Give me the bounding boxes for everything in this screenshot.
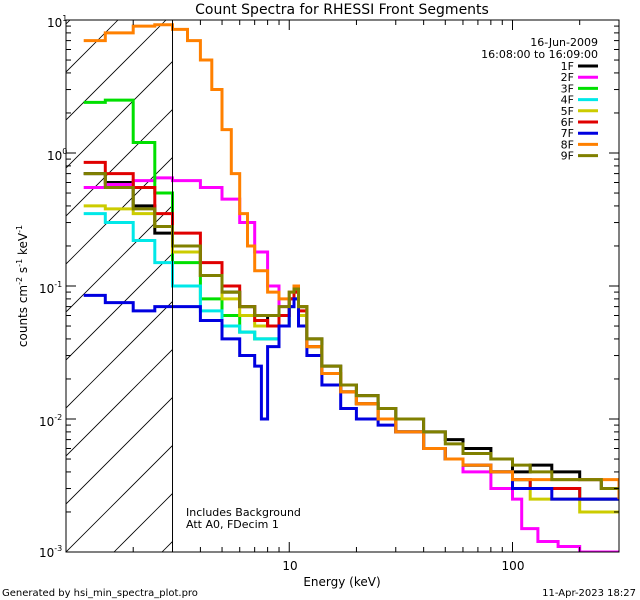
legend-label-4F: 4F [561, 94, 574, 107]
y-tick-labels: 101 100 10-1 10-2 10-3 [39, 14, 67, 560]
y-axis-label: counts cm-2 s-1 keV-1 [15, 225, 30, 347]
attenuator-annotation: Att A0, FDecim 1 [186, 518, 279, 531]
legend-label-6F: 6F [561, 116, 574, 129]
timestamp-footer: 11-Apr-2023 18:27 [542, 588, 636, 599]
chart-title: Count Spectra for RHESSI Front Segments [195, 2, 489, 18]
date-annotation: 16-Jun-2009 [530, 36, 598, 49]
hatch-line [66, 20, 167, 121]
legend-label-8F: 8F [561, 138, 574, 151]
hatch-line [66, 252, 173, 361]
legend-label-1F: 1F [561, 60, 574, 73]
legend-label-3F: 3F [561, 82, 574, 95]
series-line-4F [83, 212, 619, 501]
series-line-7F [83, 293, 619, 501]
series-line-3F [83, 98, 619, 501]
x-axis-label: Energy (keV) [303, 575, 380, 589]
legend-label-2F: 2F [561, 71, 574, 84]
axis-ticks [65, 19, 620, 553]
series-line-9F [83, 172, 619, 490]
time-range-annotation: 16:08:00 to 16:09:00 [481, 48, 598, 61]
x-tick-label-10: 10 [282, 559, 297, 573]
hatch-line [66, 444, 173, 552]
background-annotation: Includes Background [186, 506, 301, 519]
hatch-line [66, 60, 173, 169]
y-tick-label-10-m1: 10-1 [39, 280, 62, 296]
generated-by-footer: Generated by hsi_min_spectra_plot.pro [2, 588, 198, 599]
hatch-line [66, 396, 173, 505]
legend-label-7F: 7F [561, 127, 574, 140]
y-tick-label-10-m2: 10-2 [39, 413, 62, 429]
legend-label-9F: 9F [561, 150, 574, 163]
y-tick-label-10-0: 100 [47, 147, 67, 163]
hatch-line [66, 204, 173, 313]
y-tick-label-10-1: 101 [47, 14, 67, 30]
hatched-region [66, 20, 173, 552]
legend-label-5F: 5F [561, 105, 574, 118]
x-tick-label-100: 100 [502, 559, 525, 573]
series-group [83, 23, 619, 552]
series-line-1F [83, 172, 619, 490]
y-tick-label-10-m3: 10-3 [39, 544, 62, 560]
series-line-6F [83, 160, 619, 501]
